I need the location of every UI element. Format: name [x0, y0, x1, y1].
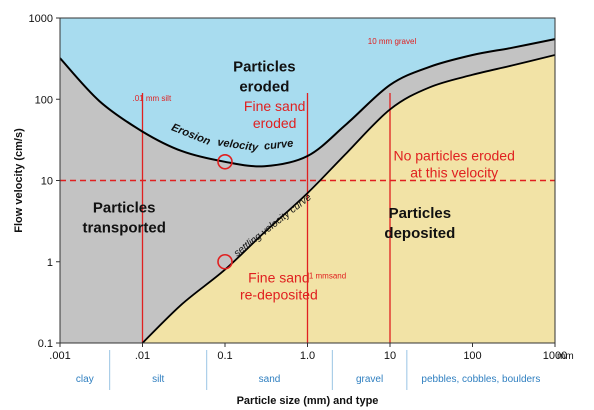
size-class-label-gravel: gravel — [356, 374, 383, 385]
erosion-curve-label-3: curve — [263, 138, 293, 153]
y-tick-label: 100 — [35, 94, 53, 106]
curve-lines — [60, 38, 555, 343]
x-tick-label: 0.1 — [217, 350, 232, 362]
y-tick-label: 1 — [47, 257, 53, 269]
reference-lines — [60, 93, 555, 343]
region-label-3: Particles deposited — [384, 205, 455, 242]
region-label-2: Particles transported — [83, 200, 166, 237]
x-tick-label: .01 — [135, 350, 150, 362]
marker-circle-1 — [217, 153, 233, 170]
x-tick-label: 1000 — [543, 350, 567, 362]
annotation-2: No particles eroded at this velocity — [393, 147, 514, 180]
y-tick-label: 10 — [41, 176, 53, 188]
size-class-label-sand: sand — [259, 374, 281, 385]
size-class-label-clay: clay — [76, 374, 94, 385]
x-tick-label: 10 — [384, 350, 396, 362]
size-class-label-pebbles: pebbles, cobbles, boulders — [421, 374, 540, 385]
erosion-curve-line — [60, 38, 555, 168]
size-class-label-silt: silt — [152, 374, 164, 385]
annotation-3: Fine sand re-deposited — [240, 270, 318, 303]
y-tick-label: 1000 — [29, 13, 53, 25]
annotation-1: Fine sand eroded — [244, 98, 305, 131]
region-label-1: Particles eroded — [233, 59, 296, 96]
size-class-band: clay silt sand gravel pebbles, cobbles, boul… — [76, 350, 540, 390]
reference-label-1: .01 mm silt — [133, 94, 172, 103]
x-axis-title: Particle size (mm) and type — [237, 395, 379, 407]
erosion-curve-label-2: velocity — [217, 137, 260, 155]
deposited-area — [142, 55, 555, 343]
x-unit-label: mm — [557, 351, 574, 362]
marker-circle-2 — [217, 253, 233, 270]
reference-label-3: 10 mm gravel — [368, 37, 417, 46]
x-tick-label: .001 — [49, 350, 70, 362]
reference-label-2: 1 mmsand — [309, 272, 346, 281]
x-tick-label: 100 — [463, 350, 481, 362]
y-tick-label: 0.1 — [38, 338, 53, 350]
settling-curve-line — [141, 54, 555, 343]
y-axis-title: Flow velocity (cm/s) — [13, 128, 25, 233]
x-tick-label: 1.0 — [300, 350, 315, 362]
